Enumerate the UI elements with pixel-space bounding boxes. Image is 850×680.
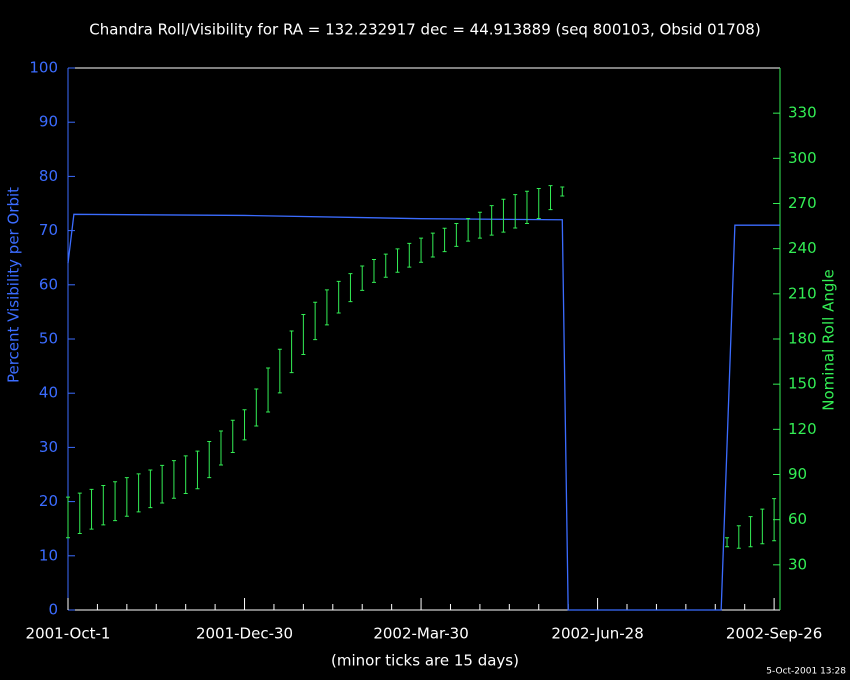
roll-error-bar	[195, 450, 200, 490]
roll-error-bar	[395, 248, 400, 273]
roll-error-bar	[736, 525, 741, 549]
x-tick-label: 2001-Oct-1	[26, 625, 111, 643]
roll-error-bar	[301, 313, 306, 356]
roll-error-bar	[136, 473, 141, 513]
roll-error-bar	[760, 508, 765, 545]
roll-error-bar	[536, 187, 541, 220]
roll-error-bar	[89, 488, 94, 530]
y-tick-label: 0	[48, 601, 58, 619]
roll-error-bar	[77, 492, 82, 535]
roll-error-bar	[277, 348, 282, 394]
y-tick-label: 70	[39, 221, 58, 239]
roll-error-bar	[254, 388, 259, 427]
chart-title: Chandra Roll/Visibility for RA = 132.232…	[89, 21, 760, 39]
roll-error-bar	[560, 186, 565, 197]
y-tick-label: 90	[39, 113, 58, 131]
y-tick-label: 100	[29, 59, 58, 77]
roll-error-bar	[207, 441, 212, 479]
roll-error-bar	[313, 301, 318, 341]
y-tick-label: 30	[39, 438, 58, 456]
x-tick-label: 2002-Sep-26	[726, 625, 822, 643]
roll-error-bar	[489, 205, 494, 236]
roll-error-bar	[524, 190, 529, 225]
y2-tick-label: 120	[788, 420, 817, 438]
y2-tick-label: 270	[788, 194, 817, 212]
timestamp: 5-Oct-2001 13:28	[766, 667, 846, 677]
y2-axis-label: Nominal Roll Angle	[820, 269, 838, 411]
roll-error-bar	[407, 242, 412, 268]
roll-error-bar	[289, 330, 294, 374]
y2-tick-label: 180	[788, 330, 817, 348]
y2-tick-label: 90	[788, 465, 807, 483]
y2-tick-label: 150	[788, 375, 817, 393]
roll-error-bar	[466, 218, 471, 242]
roll-error-bar	[183, 455, 188, 494]
roll-error-bar	[324, 289, 329, 326]
y2-tick-label: 210	[788, 284, 817, 302]
x-tick-label: 2001-Dec-30	[196, 625, 293, 643]
roll-error-bar	[160, 464, 165, 504]
x-tick-label: 2002-Jun-28	[551, 625, 643, 643]
visibility-line	[67, 213, 780, 611]
y2-tick-label: 240	[788, 239, 817, 257]
roll-error-bar	[266, 367, 271, 413]
y-tick-label: 40	[39, 384, 58, 402]
roll-error-bar	[430, 232, 435, 258]
roll-error-bar	[230, 419, 235, 454]
roll-error-bar	[218, 430, 223, 466]
roll-error-bar	[477, 211, 482, 239]
roll-error-bar	[772, 498, 777, 542]
roll-error-bar	[124, 477, 129, 517]
roll-error-bar	[242, 409, 247, 441]
roll-error-bar	[501, 198, 506, 233]
roll-error-bar	[513, 194, 518, 229]
roll-error-bar	[548, 185, 553, 211]
roll-error-bar	[454, 223, 459, 247]
roll-error-bar	[360, 265, 365, 291]
roll-error-bar	[66, 496, 70, 539]
roll-error-bar	[101, 484, 106, 526]
y-tick-label: 10	[39, 546, 58, 564]
y-axis-label: Percent Visibility per Orbit	[5, 187, 23, 383]
y2-tick-label: 60	[788, 510, 807, 528]
y2-tick-label: 30	[788, 555, 807, 573]
roll-error-bar	[419, 237, 424, 263]
roll-error-bar	[348, 273, 353, 303]
roll-error-bar	[383, 253, 388, 278]
y-tick-label: 20	[39, 492, 58, 510]
roll-error-bar	[442, 227, 447, 253]
roll-error-bar	[371, 259, 376, 283]
y2-tick-label: 300	[788, 149, 817, 167]
roll-error-bar	[113, 481, 118, 522]
roll-error-bar	[171, 460, 176, 499]
y-tick-label: 60	[39, 275, 58, 293]
roll-error-bar	[725, 537, 730, 548]
roll-error-bar	[748, 516, 753, 548]
roll-error-bar	[336, 280, 341, 314]
y-tick-label: 50	[39, 330, 58, 348]
x-axis-label: (minor ticks are 15 days)	[331, 652, 519, 670]
roll-error-bar	[148, 469, 153, 509]
y-tick-label: 80	[39, 167, 58, 185]
y2-tick-label: 330	[788, 104, 817, 122]
x-tick-label: 2002-Mar-30	[373, 625, 468, 643]
